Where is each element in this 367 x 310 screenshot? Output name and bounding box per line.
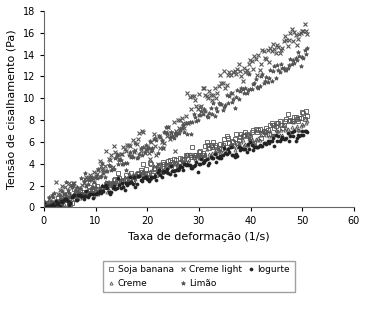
Creme light — [302, 23, 307, 26]
Creme light — [54, 180, 58, 184]
Iogurte — [92, 192, 97, 196]
Creme light — [59, 201, 63, 205]
Creme light — [92, 170, 97, 174]
Soja banana — [92, 184, 97, 187]
Limão — [112, 167, 116, 171]
Soja banana — [304, 109, 308, 113]
Creme — [284, 126, 288, 130]
Iogurte — [292, 129, 297, 133]
Iogurte — [47, 206, 51, 209]
Line: Creme: Creme — [42, 117, 309, 209]
Limão — [292, 61, 297, 65]
Iogurte — [59, 199, 63, 202]
Creme — [54, 205, 58, 209]
Limão — [91, 185, 95, 189]
Creme light — [293, 33, 298, 37]
Creme — [293, 126, 298, 130]
Limão — [283, 68, 287, 71]
Creme — [43, 206, 47, 209]
Soja banana — [59, 196, 63, 200]
Line: Soja banana: Soja banana — [42, 109, 309, 209]
Soja banana — [305, 114, 310, 118]
Creme — [59, 198, 63, 202]
Iogurte — [113, 187, 117, 190]
Limão — [58, 193, 62, 197]
Line: Limão: Limão — [42, 46, 309, 210]
Soja banana — [293, 116, 298, 119]
Creme light — [305, 33, 310, 36]
Creme light — [42, 203, 46, 206]
Limão — [305, 46, 310, 50]
Soja banana — [54, 202, 58, 206]
Creme light — [113, 150, 117, 154]
Soja banana — [284, 117, 288, 121]
Soja banana — [42, 201, 46, 205]
Creme — [305, 119, 310, 123]
Creme — [92, 194, 97, 198]
Legend: Soja banana, Creme, Creme light, Limão, Iogurte: Soja banana, Creme, Creme light, Limão, … — [103, 261, 295, 292]
X-axis label: Taxa de deformação (1/s): Taxa de deformação (1/s) — [128, 232, 270, 242]
Limão — [52, 191, 57, 195]
Y-axis label: Tensão de cisalhamento (Pa): Tensão de cisalhamento (Pa) — [7, 29, 17, 189]
Line: Iogurte: Iogurte — [42, 129, 309, 209]
Iogurte — [42, 201, 46, 205]
Creme light — [284, 38, 288, 42]
Iogurte — [305, 130, 310, 134]
Soja banana — [44, 206, 49, 209]
Limão — [42, 206, 46, 209]
Creme — [113, 181, 117, 185]
Creme — [302, 117, 307, 120]
Line: Creme light: Creme light — [42, 22, 309, 210]
Iogurte — [295, 136, 299, 140]
Iogurte — [284, 136, 288, 140]
Soja banana — [113, 178, 117, 181]
Iogurte — [54, 199, 58, 203]
Creme light — [43, 206, 47, 209]
Creme — [42, 200, 46, 204]
